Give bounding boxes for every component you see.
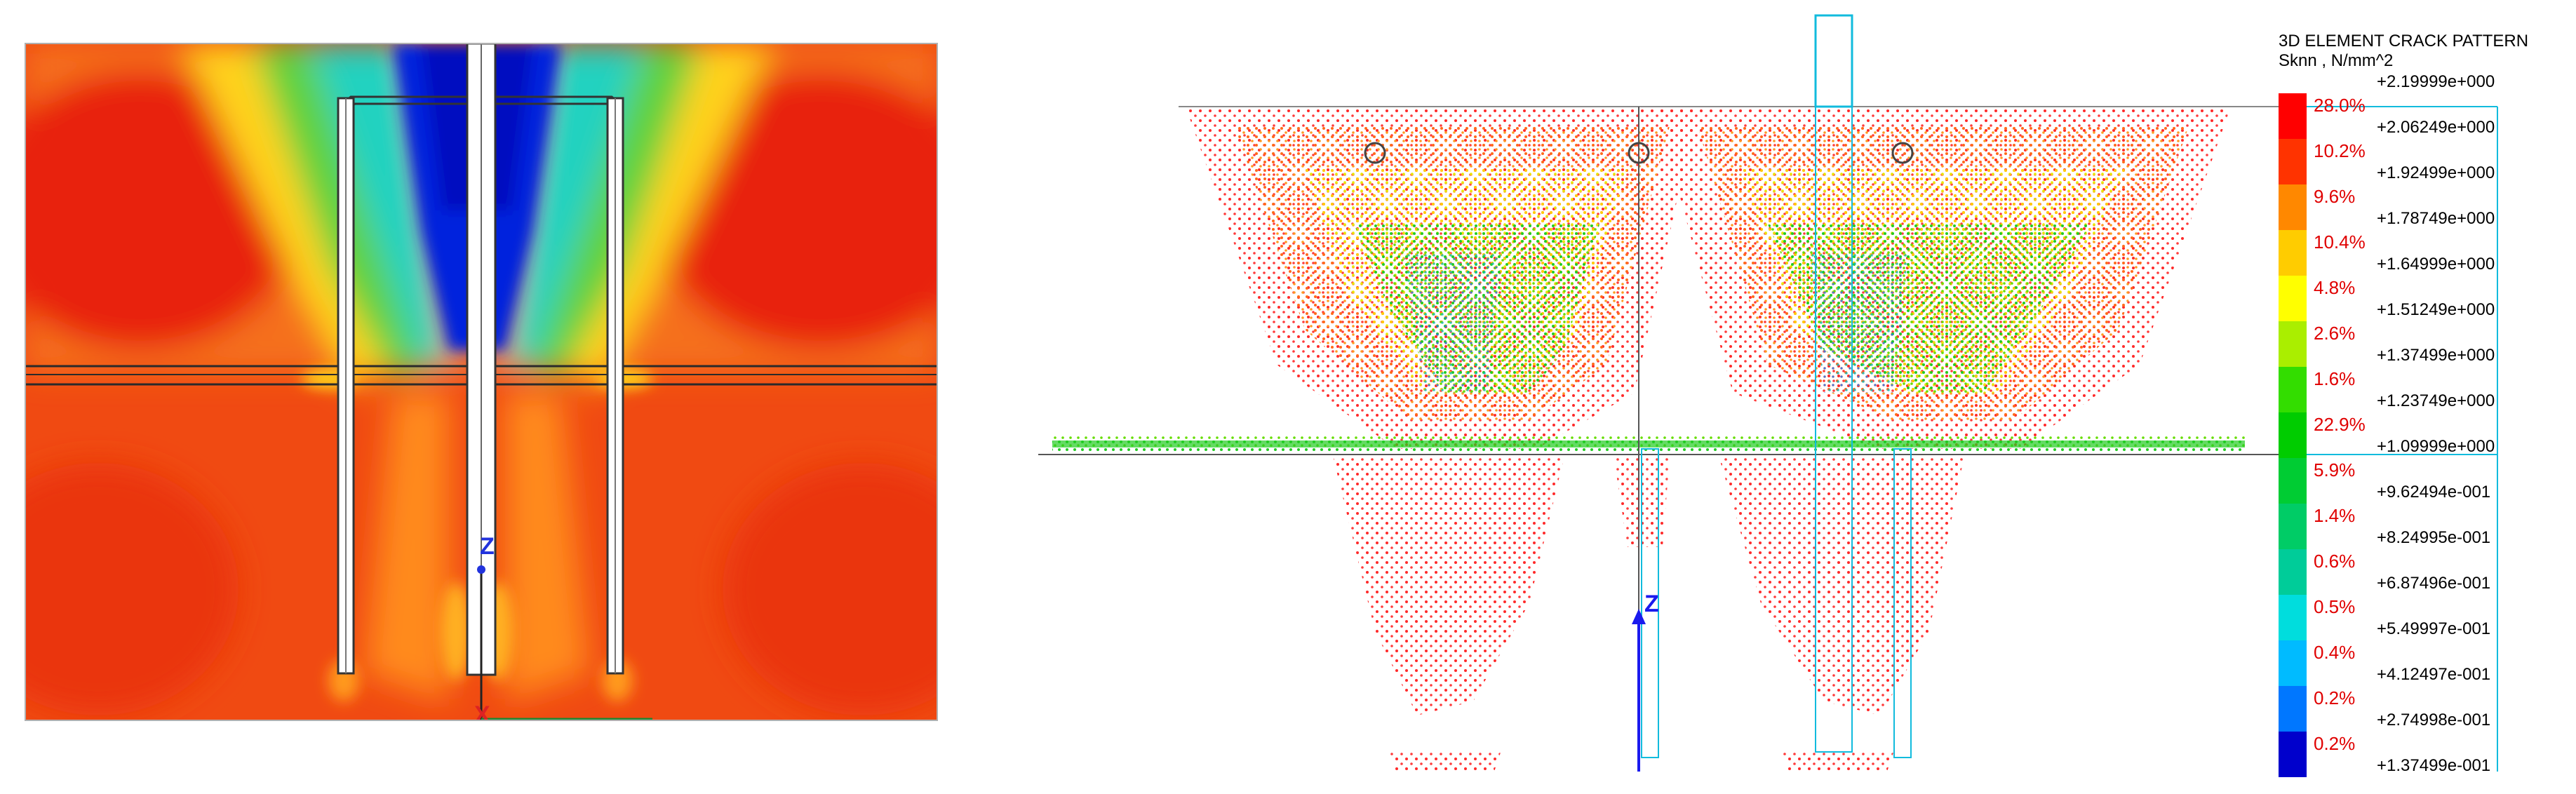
legend-swatch (2279, 412, 2307, 458)
legend-swatch (2279, 230, 2307, 276)
legend-value: +2.19999e+000 (2377, 72, 2495, 91)
legend-swatch (2279, 640, 2307, 686)
legend-percent: 9.6% (2314, 186, 2356, 207)
legend-percent: 5.9% (2314, 459, 2356, 480)
legend-swatch (2279, 458, 2307, 504)
stress-contour-plot: Z X (25, 43, 938, 728)
legend-value: +1.09999e+000 (2377, 437, 2495, 456)
legend-swatch (2279, 367, 2307, 412)
legend-percent: 28.0% (2314, 95, 2366, 116)
legend-percent: 2.6% (2314, 323, 2356, 344)
legend-swatch (2279, 184, 2307, 230)
crack-zone-upper-left (1186, 107, 1698, 449)
crack-zone-lower-right (1719, 456, 1964, 715)
legend-value: +2.06249e+000 (2377, 118, 2495, 137)
legend-percent: 0.5% (2314, 596, 2356, 617)
legend-percent: 0.6% (2314, 551, 2356, 572)
legend-value: +8.24995e-001 (2377, 528, 2491, 547)
legend-percent: 1.6% (2314, 368, 2356, 389)
column-outline-top (1814, 14, 1853, 108)
legend-swatch (2279, 549, 2307, 595)
legend-percent: 0.2% (2314, 687, 2356, 708)
legend-value: +1.64999e+000 (2377, 255, 2495, 274)
legend-percent: 0.2% (2314, 733, 2356, 754)
legend-swatch (2279, 732, 2307, 777)
legend-value: +1.92499e+000 (2377, 163, 2495, 182)
legend-subtitle: Sknn , N/mm^2 (2279, 51, 2394, 70)
legend-value: +9.62494e-001 (2377, 483, 2491, 502)
legend-value: +1.37499e+000 (2377, 346, 2495, 365)
slab-crack-band (1052, 436, 2245, 452)
anchor-head-center (1628, 142, 1650, 164)
legend-value: +1.37499e-001 (2377, 756, 2491, 775)
right-axis-z-label: Z (1644, 591, 1659, 617)
legend-swatch (2279, 595, 2307, 640)
left-axis-z-label: Z (480, 533, 495, 560)
legend-value: +6.87496e-001 (2377, 574, 2491, 593)
legend-swatch (2279, 686, 2307, 732)
legend-percent: 0.4% (2314, 642, 2356, 663)
legend-value: +1.23749e+000 (2377, 391, 2495, 410)
legend-swatch (2279, 321, 2307, 367)
crack-zone-lower-left (1333, 456, 1564, 715)
legend-value: +4.12497e-001 (2377, 665, 2491, 684)
legend-percent: 22.9% (2314, 414, 2366, 435)
legend-value: +1.51249e+000 (2377, 300, 2495, 319)
legend-swatch (2279, 276, 2307, 321)
legend-swatch (2279, 93, 2307, 139)
legend-value: +1.78749e+000 (2377, 209, 2495, 228)
crack-zone-lower-middle (1614, 456, 1670, 547)
legend-percent: 10.2% (2314, 140, 2366, 161)
legend-percent: 4.8% (2314, 277, 2356, 298)
legend-title: 3D ELEMENT CRACK PATTERN (2279, 32, 2529, 51)
legend-value: +5.49997e-001 (2377, 619, 2491, 638)
legend-percent: 1.4% (2314, 505, 2356, 526)
left-axis-x-label: X (474, 701, 490, 728)
legend-percent: 10.4% (2314, 231, 2366, 253)
legend-value: +2.74998e-001 (2377, 711, 2491, 729)
anchor-head-right (1891, 142, 1914, 164)
crack-pattern-legend: 3D ELEMENT CRACK PATTERN Sknn , N/mm^2 +2.… (2279, 32, 2573, 789)
legend-swatch (2279, 139, 2307, 184)
crack-zone-upper-right (1656, 107, 2231, 449)
anchor-head-left (1364, 142, 1386, 164)
legend-swatch (2279, 504, 2307, 549)
